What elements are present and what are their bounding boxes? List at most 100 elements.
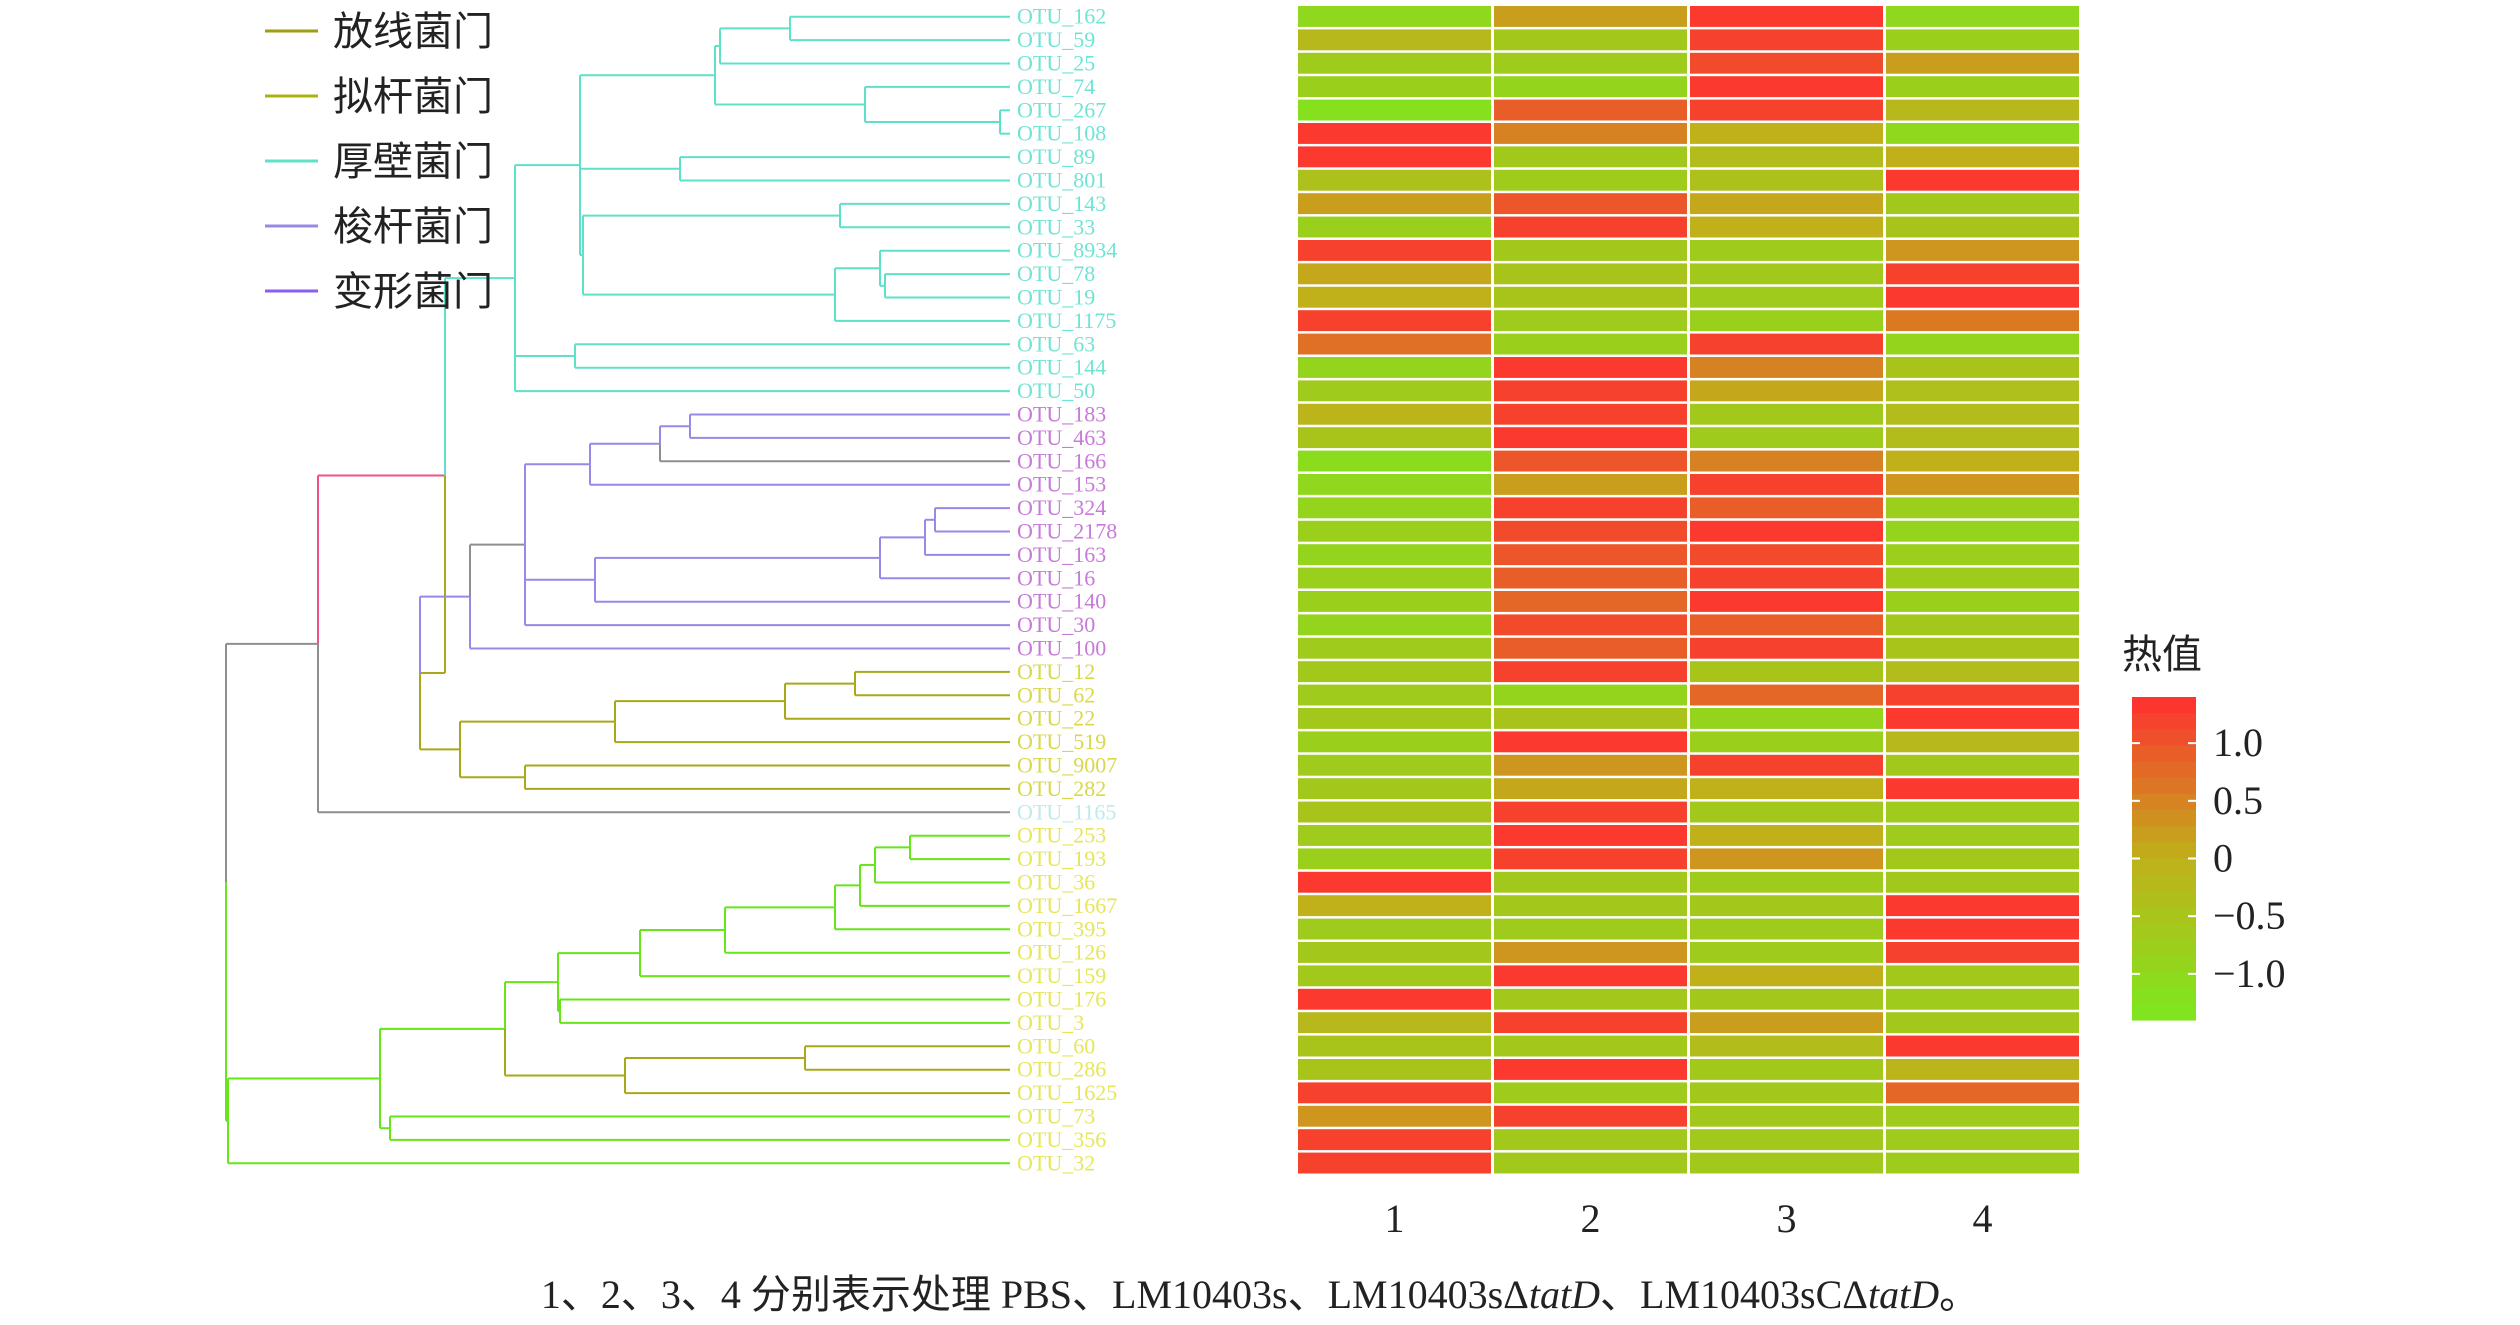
heatmap-cell xyxy=(1690,965,1883,987)
heatmap-cell xyxy=(1886,474,2079,495)
heatmap-cell xyxy=(1886,76,2079,98)
otu-label: OTU_2178 xyxy=(1017,519,1117,544)
heatmap-cell xyxy=(1690,497,1883,519)
heatmap-cell xyxy=(1690,1082,1883,1104)
otu-label: OTU_1625 xyxy=(1017,1080,1117,1105)
heatmap-cell xyxy=(1494,942,1687,963)
otu-label: OTU_1667 xyxy=(1017,893,1117,918)
heatmap-cell xyxy=(1494,216,1687,238)
heatmap-cell xyxy=(1494,754,1687,776)
heatmap-cell xyxy=(1494,825,1687,846)
heatmap-cell xyxy=(1298,427,1491,449)
heatmap-cell xyxy=(1886,1152,2079,1174)
heatmap-cell xyxy=(1298,263,1491,285)
otu-label: OTU_193 xyxy=(1017,846,1106,871)
heatmap-cell xyxy=(1886,591,2079,612)
colorbar-tick-label: 0 xyxy=(2213,836,2233,881)
heatmap-cell xyxy=(1690,520,1883,542)
heatmap-cell xyxy=(1690,146,1883,168)
heatmap-cell xyxy=(1494,1082,1687,1104)
heatmap-cell xyxy=(1886,333,2079,355)
legend-label: 放线菌门 xyxy=(333,9,493,55)
heatmap-cell xyxy=(1690,825,1883,846)
heatmap-cell xyxy=(1494,965,1687,987)
heatmap-cell xyxy=(1494,918,1687,940)
heatmap-cell xyxy=(1886,825,2079,846)
heatmap-cell xyxy=(1494,520,1687,542)
heatmap-cell xyxy=(1886,731,2079,753)
heatmap-cell xyxy=(1298,988,1491,1010)
heatmap-cell xyxy=(1886,637,2079,659)
heatmap-cell xyxy=(1298,754,1491,776)
heatmap-cell xyxy=(1494,169,1687,191)
heatmap-cell xyxy=(1690,99,1883,121)
heatmap-cell xyxy=(1298,1129,1491,1151)
legend-label: 变形菌门 xyxy=(333,269,493,315)
colorbar-segment xyxy=(2132,923,2196,940)
heatmap-cell xyxy=(1886,240,2079,261)
heatmap-cell xyxy=(1690,1152,1883,1174)
heatmap-cell xyxy=(1886,1012,2079,1034)
heatmap-cell xyxy=(1690,708,1883,729)
heatmap-cell xyxy=(1494,1129,1687,1151)
heatmap-cell xyxy=(1494,146,1687,168)
heatmap-cell xyxy=(1494,708,1687,729)
heatmap-cell xyxy=(1298,661,1491,683)
colorbar-segment xyxy=(2132,729,2196,747)
otu-label: OTU_163 xyxy=(1017,542,1106,567)
heatmap-cell xyxy=(1690,380,1883,402)
heatmap-cell xyxy=(1298,240,1491,261)
heatmap-cell xyxy=(1886,1105,2079,1127)
heatmap-cell xyxy=(1298,544,1491,566)
heatmap-cell xyxy=(1690,1105,1883,1127)
heatmap-cell xyxy=(1690,918,1883,940)
otu-label: OTU_19 xyxy=(1017,285,1095,310)
column-label: 2 xyxy=(1581,1196,1601,1241)
otu-label: OTU_140 xyxy=(1017,589,1106,614)
heatmap-cell xyxy=(1298,731,1491,753)
otu-label: OTU_36 xyxy=(1017,870,1095,895)
heatmap-cell xyxy=(1886,801,2079,823)
heatmap-cell xyxy=(1494,637,1687,659)
otu-label: OTU_126 xyxy=(1017,940,1106,965)
heatmap-cell xyxy=(1298,591,1491,612)
heatmap-cell xyxy=(1690,754,1883,776)
heatmap-cell xyxy=(1690,731,1883,753)
heatmap-cell xyxy=(1886,450,2079,472)
colorbar-segment xyxy=(2132,890,2196,908)
otu-labels: OTU_162OTU_59OTU_25OTU_74OTU_267OTU_108O… xyxy=(1017,4,1117,1176)
heatmap-cell xyxy=(1886,99,2079,121)
heatmap-cell xyxy=(1494,1152,1687,1174)
colorbar-segment xyxy=(2132,1003,2196,1021)
heatmap-cell xyxy=(1690,1129,1883,1151)
heatmap-cell xyxy=(1494,76,1687,98)
heatmap-cell xyxy=(1298,99,1491,121)
heatmap-cell xyxy=(1298,825,1491,846)
colorbar-segment xyxy=(2132,826,2196,843)
heatmap-cell xyxy=(1494,333,1687,355)
otu-label: OTU_267 xyxy=(1017,97,1106,122)
heatmap-cell xyxy=(1886,614,2079,636)
heatmap-cell xyxy=(1494,661,1687,683)
heatmap-cell xyxy=(1494,988,1687,1010)
legend-label: 拟杆菌门 xyxy=(333,74,493,120)
column-label: 3 xyxy=(1777,1196,1797,1241)
otu-label: OTU_1175 xyxy=(1017,308,1116,333)
otu-label: OTU_395 xyxy=(1017,916,1106,941)
otu-label: OTU_519 xyxy=(1017,729,1106,754)
heatmap-cell xyxy=(1298,310,1491,332)
colorbar-segment xyxy=(2132,745,2196,763)
heatmap-cell xyxy=(1494,263,1687,285)
heatmap-cell xyxy=(1298,76,1491,98)
heatmap-cell xyxy=(1298,918,1491,940)
heatmap-cell xyxy=(1494,474,1687,495)
heatmap-cell xyxy=(1298,801,1491,823)
heatmap-cell xyxy=(1494,357,1687,378)
otu-label: OTU_22 xyxy=(1017,706,1095,731)
heatmap-cell xyxy=(1494,497,1687,519)
heatmap-cell xyxy=(1886,567,2079,589)
heatmap-cell xyxy=(1494,684,1687,706)
otu-label: OTU_78 xyxy=(1017,261,1095,286)
heatmap-cell xyxy=(1494,99,1687,121)
